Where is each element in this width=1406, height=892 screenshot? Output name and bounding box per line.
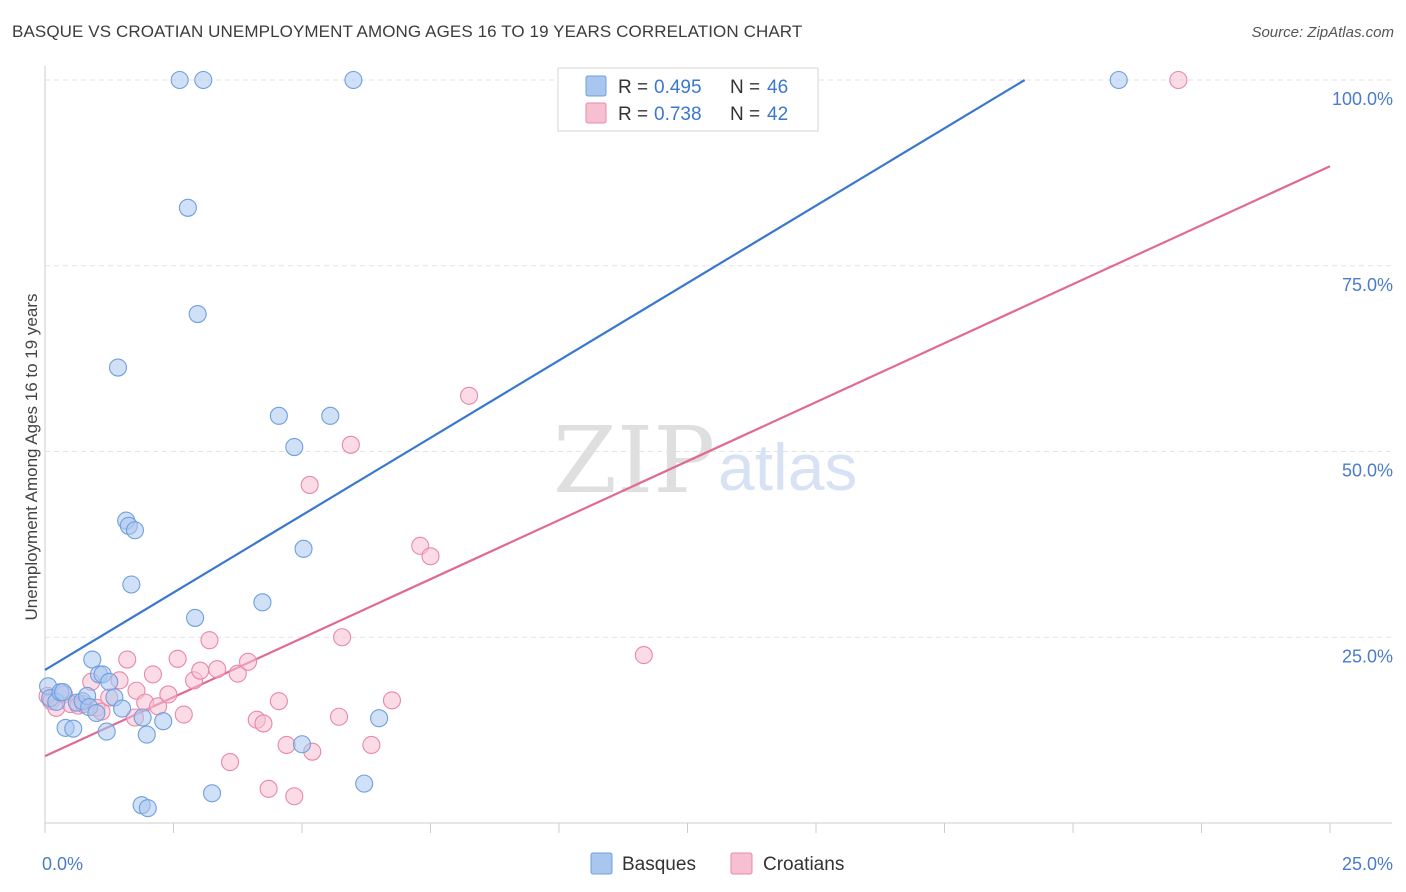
point-croatians [459, 386, 479, 405]
point-basques [194, 70, 213, 90]
point-croatians [259, 779, 278, 798]
point-basques [125, 521, 144, 540]
point-croatians [208, 660, 227, 679]
point-croatians [143, 665, 162, 684]
point-basques [83, 650, 102, 669]
legend-swatch-croatians-bottom [730, 852, 753, 875]
point-croatians [118, 650, 137, 669]
point-basques [321, 406, 340, 425]
point-croatians [285, 787, 304, 806]
point-croatians [1169, 70, 1188, 90]
series-legend: Basques Croatians [590, 852, 844, 875]
x-tick-label: 25.0% [1342, 854, 1393, 874]
legend-swatch-basques [585, 75, 607, 97]
point-croatians [634, 646, 653, 665]
point-basques [170, 70, 189, 90]
point-croatians [333, 628, 352, 647]
y-axis-title: Unemployment Among Ages 16 to 19 years [22, 294, 41, 621]
legend-r-value-croatians: 0.738 [654, 104, 702, 125]
point-basques [253, 593, 272, 612]
point-basques [100, 672, 119, 691]
point-croatians [421, 547, 440, 566]
point-croatians [277, 735, 296, 755]
point-basques [154, 712, 173, 731]
source-credit: Source: ZipAtlas.com [1251, 24, 1394, 41]
point-basques [1109, 70, 1128, 90]
watermark: ZIP atlas [553, 407, 857, 514]
point-croatians [382, 691, 402, 710]
point-basques [294, 539, 313, 558]
point-basques [108, 358, 128, 377]
trend-lines [44, 79, 1331, 758]
point-croatians [238, 652, 258, 671]
point-croatians [269, 692, 288, 711]
point-basques [113, 699, 132, 718]
point-basques [178, 198, 197, 217]
correlation-legend: R = 0.495 N = 46 R = 0.738 N = 42 [557, 67, 819, 132]
legend-r-label-croatians: R = [618, 104, 648, 125]
legend-n-value-basques: 46 [767, 77, 788, 98]
point-basques [370, 709, 389, 728]
point-croatians [159, 685, 178, 704]
point-basques [269, 406, 288, 425]
point-croatians [254, 714, 273, 733]
legend-r-label-basques: R = [618, 77, 648, 98]
point-basques [344, 70, 363, 90]
point-croatians [329, 707, 349, 726]
gridlines [45, 79, 1392, 638]
y-tick-label: 50.0% [1342, 461, 1393, 481]
point-basques [64, 719, 83, 738]
y-tick-label: 25.0% [1342, 646, 1393, 666]
data-points [38, 70, 1188, 818]
point-basques [138, 799, 157, 818]
point-basques [53, 683, 73, 702]
point-croatians [362, 735, 381, 755]
point-basques [133, 708, 152, 727]
point-basques [285, 437, 304, 457]
point-basques [186, 608, 205, 627]
legend-swatch-croatians [585, 102, 607, 124]
point-basques [355, 774, 374, 793]
legend-swatch-basques-bottom [590, 852, 613, 875]
legend-n-label-croatians: N = [730, 104, 760, 125]
chart-title: BASQUE VS CROATIAN UNEMPLOYMENT AMONG AG… [12, 22, 803, 41]
legend-n-value-croatians: 42 [767, 104, 788, 125]
point-basques [122, 575, 141, 594]
tick-labels: 25.0% 50.0% 75.0% 100.0% 0.0% 25.0% [42, 89, 1393, 874]
point-basques [87, 703, 106, 723]
legend-label-croatians: Croatians [763, 854, 844, 875]
y-tick-label: 100.0% [1332, 89, 1393, 109]
legend-r-value-basques: 0.495 [654, 77, 702, 98]
point-croatians [191, 661, 210, 680]
point-basques [292, 735, 312, 754]
point-croatians [200, 631, 219, 650]
point-basques [188, 304, 207, 324]
point-basques [203, 784, 222, 803]
trend-line-basques [44, 79, 1026, 671]
point-basques [137, 725, 156, 744]
trend-line-croatians [44, 165, 1331, 758]
point-croatians [228, 664, 247, 683]
point-croatians [300, 475, 319, 494]
point-croatians [220, 753, 240, 772]
x-tick-label: 0.0% [42, 854, 83, 874]
legend-n-label-basques: N = [730, 77, 760, 98]
point-croatians [168, 649, 187, 668]
point-croatians [174, 705, 193, 724]
watermark-atlas: atlas [718, 430, 857, 504]
point-croatians [341, 435, 360, 454]
point-basques [97, 722, 116, 741]
y-tick-label: 75.0% [1342, 275, 1393, 295]
legend-label-basques: Basques [622, 854, 696, 875]
